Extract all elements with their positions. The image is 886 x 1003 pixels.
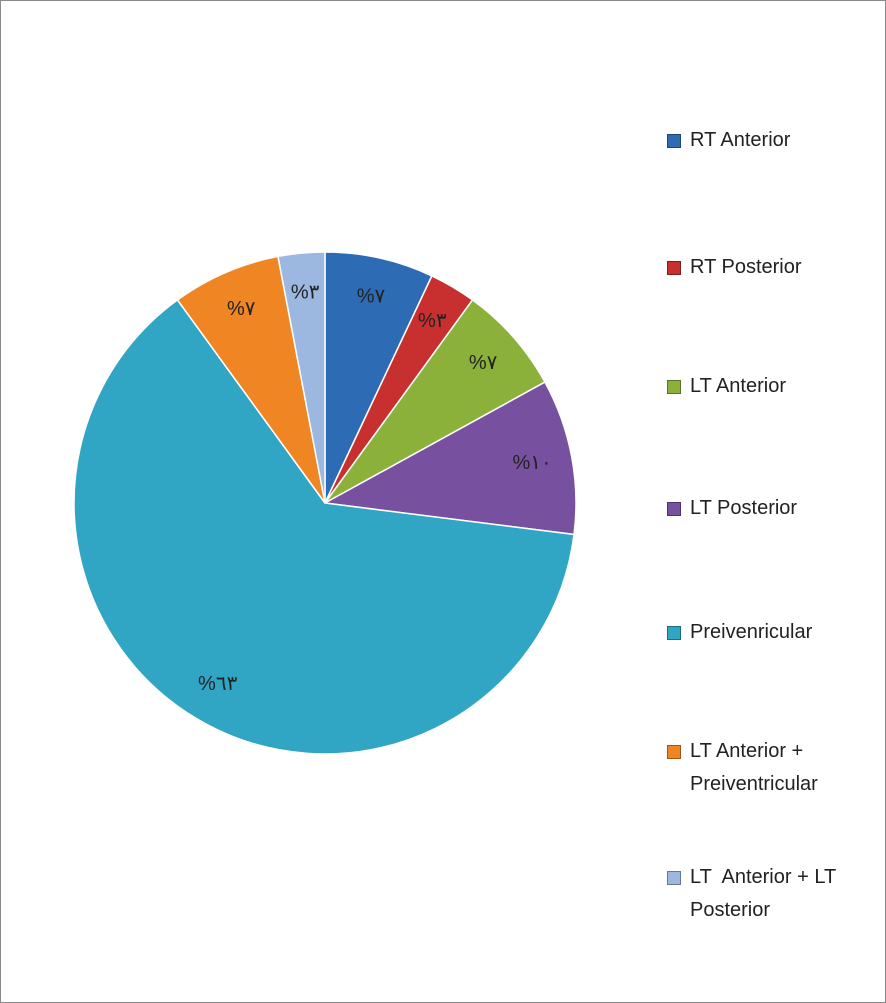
data-label: %٦٣ xyxy=(198,673,238,695)
pie xyxy=(73,251,577,755)
data-label: %٧ xyxy=(357,286,386,308)
legend-label: Preivenricular xyxy=(690,621,813,643)
legend-swatch xyxy=(667,261,681,275)
pie-labels: %٧ %٣ %٧ %١٠ %٦٣ %٧ %٣ xyxy=(198,281,552,694)
data-label: %٧ xyxy=(469,352,498,374)
legend-swatch xyxy=(667,871,681,885)
legend-swatch xyxy=(667,626,681,640)
pie-slice xyxy=(73,298,575,755)
data-label: %١٠ xyxy=(512,452,551,474)
legend-label: RT Posterior xyxy=(690,256,802,278)
legend-label: RT Anterior xyxy=(690,129,791,151)
pie-slice xyxy=(324,298,546,504)
legend-label: LT Anterior xyxy=(690,375,786,397)
legend-swatch xyxy=(667,134,681,148)
legend-swatch xyxy=(667,745,681,759)
pie-slice xyxy=(322,381,577,536)
legend-swatch xyxy=(667,380,681,394)
data-label: %٧ xyxy=(227,298,256,320)
pie-slice xyxy=(176,255,326,504)
legend-swatch xyxy=(667,502,681,516)
data-label: %٣ xyxy=(418,310,447,332)
pie-slice xyxy=(277,251,326,504)
legend-label: LT Anterior + Preiventricular xyxy=(690,740,818,795)
data-label: %٣ xyxy=(291,281,320,303)
legend-label: LT Anterior + LT Posterior xyxy=(690,866,842,921)
legend-label: LT Posterior xyxy=(690,497,798,519)
pie-slice xyxy=(324,251,433,504)
